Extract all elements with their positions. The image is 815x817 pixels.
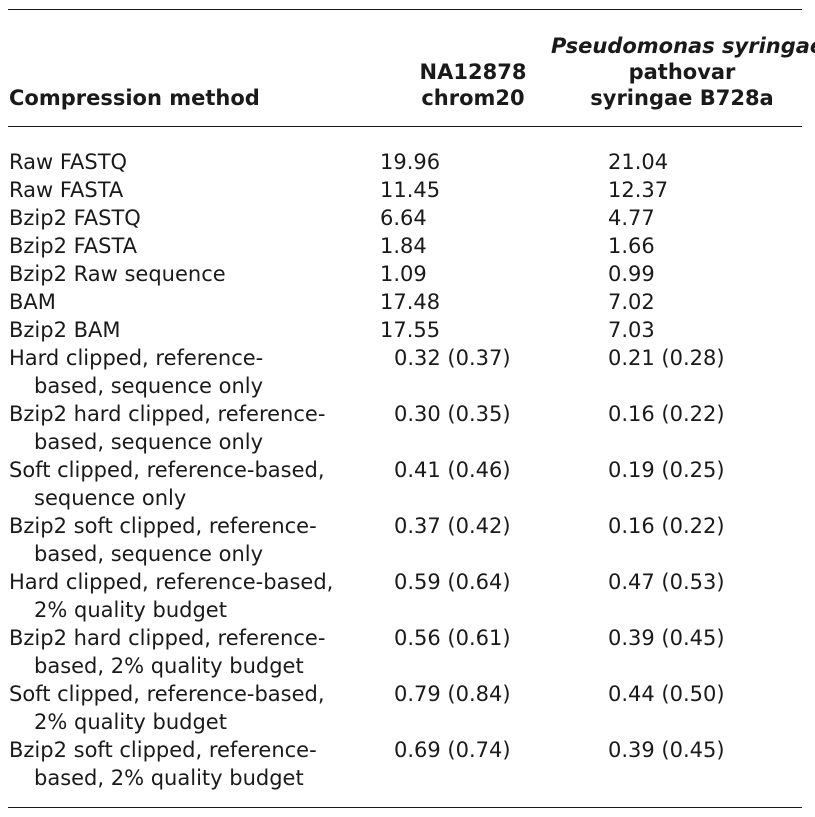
compression-method-cell: Bzip2 Raw sequence [9,260,354,288]
compression-method-line2: based, sequence only [34,430,264,454]
na12878-value-cell: 0.37 (0.42) [394,514,511,538]
table-row: Bzip2 BAM 17.55 7.03 [0,316,815,344]
header-pseudomonas-line3: syringae B728a [590,86,774,110]
table-row: Hard clipped, reference-based, sequence … [0,344,815,400]
na12878-value-cell: 17.55 [380,318,441,342]
pseudomonas-value-cell: 12.37 [608,178,669,202]
table-row: Bzip2 hard clipped, reference-based, seq… [0,400,815,456]
pseudomonas-value-cell: 1.66 [608,234,655,258]
table-row: Soft clipped, reference-based, 2% quality… [0,680,815,736]
table-top-rule [8,9,802,10]
compression-method-cell: Bzip2 FASTQ [9,204,354,232]
compression-method-line2: 2% quality budget [34,598,227,622]
na12878-value-cell: 0.79 (0.84) [394,682,511,706]
compression-method-line2: 2% quality budget [34,710,227,734]
table-row: Bzip2 Raw sequence 1.09 0.99 [0,260,815,288]
compression-method-cell: Raw FASTA [9,176,354,204]
pseudomonas-value-cell: 0.21 (0.28) [608,346,725,370]
pseudomonas-value-cell: 0.44 (0.50) [608,682,725,706]
compression-method-cell: Bzip2 hard clipped, reference-based, 2% … [9,624,354,680]
table-row: BAM 17.48 7.02 [0,288,815,316]
compression-method-line1: Soft clipped, reference-based, [9,458,325,482]
table-row: Bzip2 hard clipped, reference-based, 2% … [0,624,815,680]
compression-method-cell: Bzip2 soft clipped, reference-based, seq… [9,512,354,568]
compression-method-cell: Bzip2 BAM [9,316,354,344]
compression-method-cell: Hard clipped, reference-based, 2% quality… [9,568,354,624]
pseudomonas-value-cell: 7.03 [608,318,655,342]
na12878-value-cell: 19.96 [380,150,441,174]
table-row: Hard clipped, reference-based, 2% quality… [0,568,815,624]
header-na12878-line2: chrom20 [421,86,525,110]
compression-method-cell: Bzip2 soft clipped, reference-based, 2% … [9,736,354,792]
pseudomonas-value-cell: 21.04 [608,150,669,174]
pseudomonas-value-cell: 0.19 (0.25) [608,458,725,482]
compression-method-line1: Soft clipped, reference-based, [9,682,325,706]
na12878-value-cell: 11.45 [380,178,441,202]
table-row: Raw FASTA 11.45 12.37 [0,176,815,204]
table-row: Bzip2 FASTQ 6.64 4.77 [0,204,815,232]
table-row: Bzip2 soft clipped, reference-based, seq… [0,512,815,568]
pseudomonas-value-cell: 7.02 [608,290,655,314]
na12878-value-cell: 1.09 [380,262,427,286]
compression-method-line1: Raw FASTQ [9,150,128,174]
na12878-value-cell: 6.64 [380,206,427,230]
header-pseudomonas-line1: Pseudomonas syringae [551,34,815,58]
pseudomonas-value-cell: 0.16 (0.22) [608,402,725,426]
compression-method-line1: Bzip2 soft clipped, reference- [9,738,317,762]
compression-method-cell: Raw FASTQ [9,148,354,176]
compression-method-cell: Bzip2 hard clipped, reference-based, seq… [9,400,354,456]
na12878-value-cell: 1.84 [380,234,427,258]
compression-method-cell: Bzip2 FASTA [9,232,354,260]
compression-method-cell: Hard clipped, reference-based, sequence … [9,344,354,400]
compression-method-line1: Bzip2 soft clipped, reference- [9,514,317,538]
pseudomonas-value-cell: 0.39 (0.45) [608,738,725,762]
pseudomonas-value-cell: 0.47 (0.53) [608,570,725,594]
compression-method-line1: BAM [9,290,56,314]
compression-method-line2: based, 2% quality budget [34,766,304,790]
na12878-value-cell: 0.30 (0.35) [394,402,511,426]
compression-method-line1: Bzip2 FASTA [9,234,138,258]
compression-method-line1: Bzip2 hard clipped, reference- [9,626,326,650]
na12878-value-cell: 0.59 (0.64) [394,570,511,594]
header-compression-method: Compression method [9,86,260,110]
compression-method-line2: based, sequence only [34,374,264,398]
compression-method-line2: based, 2% quality budget [34,654,304,678]
compression-method-line1: Hard clipped, reference- [9,346,264,370]
header-na12878-line1: NA12878 [419,60,527,84]
na12878-value-cell: 0.56 (0.61) [394,626,511,650]
header-pseudomonas-line2: pathovar [628,60,736,84]
header-na12878: NA12878 chrom20 [380,59,566,111]
compression-method-line1: Bzip2 BAM [9,318,121,342]
compression-method-cell: BAM [9,288,354,316]
compression-method-cell: Soft clipped, reference-based, 2% quality… [9,680,354,736]
compression-method-line2: based, sequence only [34,542,264,566]
compression-method-line1: Bzip2 hard clipped, reference- [9,402,326,426]
table-row: Bzip2 FASTA 1.84 1.66 [0,232,815,260]
na12878-value-cell: 17.48 [380,290,441,314]
compression-method-cell: Soft clipped, reference-based, sequence o… [9,456,354,512]
table-bottom-rule [8,807,802,808]
compression-method-line2: sequence only [34,486,187,510]
compression-method-line1: Bzip2 Raw sequence [9,262,226,286]
na12878-value-cell: 0.32 (0.37) [394,346,511,370]
table-body: Raw FASTQ 19.96 21.04 Raw FASTA 11.45 12.37 Bz… [0,148,815,792]
pseudomonas-value-cell: 0.99 [608,262,655,286]
table-row: Raw FASTQ 19.96 21.04 [0,148,815,176]
compression-method-line1: Hard clipped, reference-based, [9,570,334,594]
compression-method-line1: Raw FASTA [9,178,124,202]
pseudomonas-value-cell: 4.77 [608,206,655,230]
pseudomonas-value-cell: 0.16 (0.22) [608,514,725,538]
compression-method-line1: Bzip2 FASTQ [9,206,141,230]
na12878-value-cell: 0.41 (0.46) [394,458,511,482]
table-row: Soft clipped, reference-based, sequence o… [0,456,815,512]
table-header-rule [8,126,802,127]
pseudomonas-value-cell: 0.39 (0.45) [608,626,725,650]
header-pseudomonas: Pseudomonas syringae pathovar syringae B… [551,33,815,111]
na12878-value-cell: 0.69 (0.74) [394,738,511,762]
table-row: Bzip2 soft clipped, reference-based, 2% … [0,736,815,792]
